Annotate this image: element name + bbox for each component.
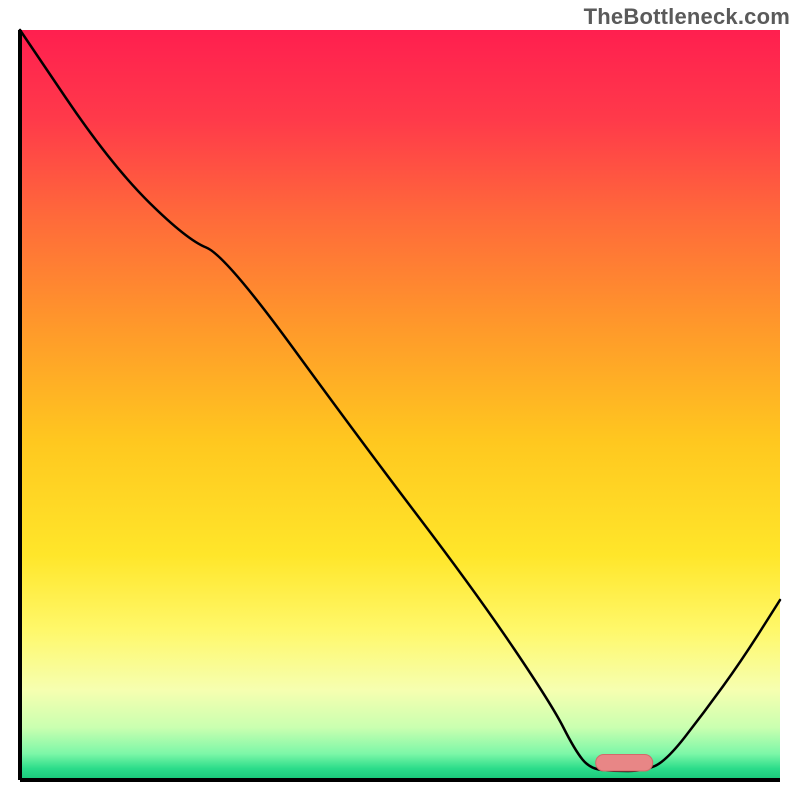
watermark-text: TheBottleneck.com bbox=[584, 4, 790, 30]
plot-background bbox=[20, 30, 780, 780]
bottleneck-chart bbox=[0, 0, 800, 800]
optimum-marker bbox=[596, 755, 653, 772]
chart-container: TheBottleneck.com bbox=[0, 0, 800, 800]
